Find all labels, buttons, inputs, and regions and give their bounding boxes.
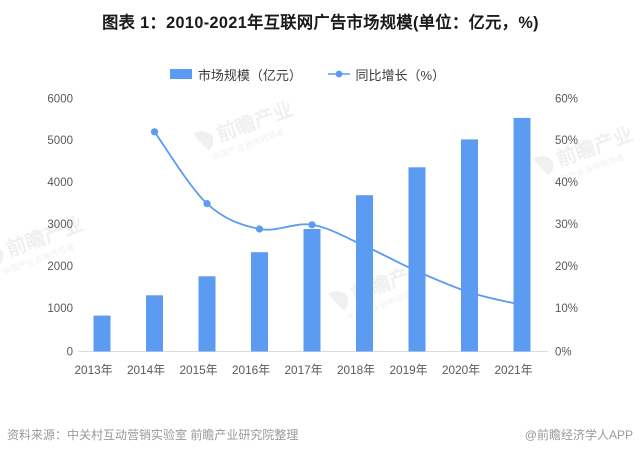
svg-text:2017年: 2017年 <box>284 363 322 377</box>
svg-text:1000: 1000 <box>47 303 73 315</box>
svg-text:50%: 50% <box>555 135 578 147</box>
svg-text:3000: 3000 <box>47 219 73 231</box>
svg-text:2015年: 2015年 <box>179 363 217 377</box>
svg-text:2019年: 2019年 <box>389 363 427 377</box>
svg-text:4000: 4000 <box>47 177 73 189</box>
svg-text:2013年: 2013年 <box>74 363 112 377</box>
svg-text:2018年: 2018年 <box>337 363 375 377</box>
svg-text:60%: 60% <box>555 94 578 106</box>
svg-text:6000: 6000 <box>47 94 73 106</box>
svg-text:0: 0 <box>67 347 73 359</box>
svg-text:5000: 5000 <box>47 135 73 147</box>
svg-text:10%: 10% <box>555 303 578 315</box>
svg-text:20%: 20% <box>555 261 578 273</box>
svg-text:2016年: 2016年 <box>232 363 270 377</box>
svg-text:0%: 0% <box>555 347 572 359</box>
svg-text:30%: 30% <box>555 219 578 231</box>
svg-text:2020年: 2020年 <box>442 363 480 377</box>
svg-text:2000: 2000 <box>47 261 73 273</box>
svg-text:40%: 40% <box>555 177 578 189</box>
svg-text:2014年: 2014年 <box>127 363 165 377</box>
svg-text:2021年: 2021年 <box>494 363 532 377</box>
